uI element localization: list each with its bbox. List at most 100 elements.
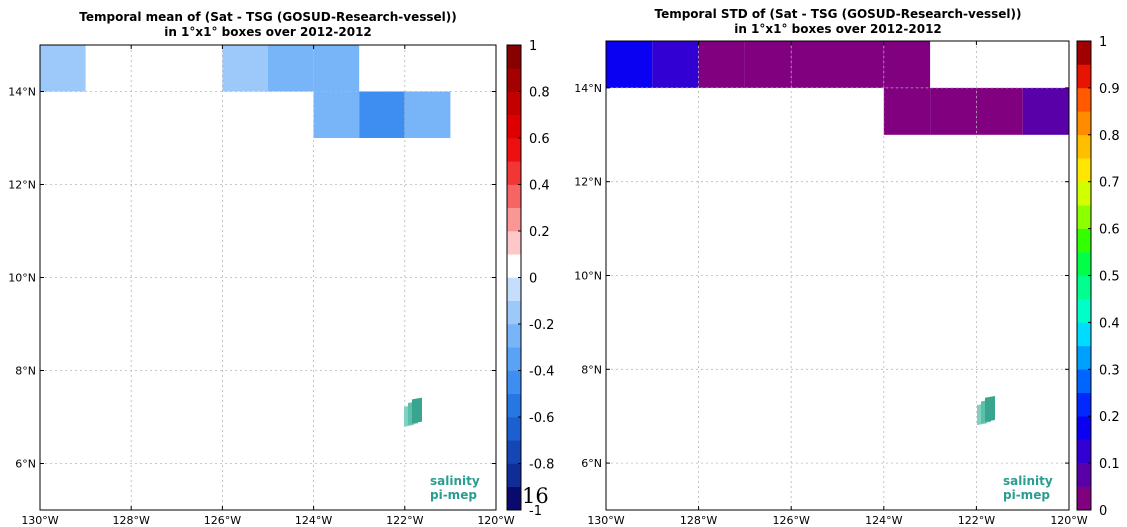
mean-colorbar-tick-label: 0.4 <box>529 179 550 194</box>
mean-heatmap-cell <box>359 91 405 138</box>
logo-text-pi-mep: pi-mep <box>430 488 477 502</box>
mean-heatmap-cell <box>313 45 360 92</box>
logo-text-salinity: salinity <box>430 474 480 488</box>
mean-colorbar-segment <box>507 45 521 69</box>
page-number: 16 <box>522 484 549 508</box>
mean-x-tick-label: 128°W <box>113 514 150 527</box>
std-colorbar-segment <box>1077 369 1091 394</box>
std-colorbar-segment <box>1077 205 1091 229</box>
std-colorbar-segment <box>1077 87 1091 112</box>
std-heatmap-cell <box>744 41 792 88</box>
mean-colorbar-tick-label: 0.8 <box>529 86 550 101</box>
mean-x-tick-label: 124°W <box>295 514 332 527</box>
std-heatmap-cell <box>883 41 931 88</box>
std-colorbar-segment <box>1077 252 1091 276</box>
mean-y-tick-label: 6°N <box>15 458 36 471</box>
mean-colorbar-segment <box>507 486 521 511</box>
mean-colorbar-tick-label: 0 <box>529 272 537 287</box>
mean-colorbar-segment <box>507 207 521 232</box>
std-colorbar-segment <box>1077 463 1091 487</box>
mean-heatmap-cell <box>313 91 360 138</box>
std-heatmap-cell <box>606 41 653 88</box>
std-y-tick-label: 8°N <box>581 363 602 376</box>
std-colorbar-segment <box>1077 134 1091 159</box>
mean-colorbar-tick-label: 0.2 <box>529 225 550 240</box>
std-x-tick-label: 124°W <box>865 514 902 527</box>
std-y-tick-label: 14°N <box>574 82 602 95</box>
mean-y-tick-label: 10°N <box>8 272 36 285</box>
std-heatmap-cell <box>883 87 931 135</box>
std-heatmap-cell <box>652 41 699 88</box>
std-colorbar-segment <box>1077 275 1091 300</box>
std-map-title-line-2: in 1°x1° boxes over 2012-2012 <box>734 22 942 36</box>
std-map-title-line-1: Temporal STD of (Sat - TSG (GOSUD-Resear… <box>654 7 1022 21</box>
std-colorbar-segment <box>1077 228 1091 253</box>
mean-colorbar-segment <box>507 324 521 348</box>
std-x-tick-label: 120°W <box>1050 514 1087 527</box>
std-colorbar-tick-label: 0.2 <box>1099 410 1120 425</box>
std-colorbar-segment <box>1077 41 1091 65</box>
mean-colorbar-segment <box>507 161 521 185</box>
mean-colorbar-segment <box>507 138 521 162</box>
std-heatmap-cell <box>930 87 977 135</box>
std-x-tick-label: 122°W <box>958 514 995 527</box>
mean-colorbar-tick-label: -1 <box>529 504 542 519</box>
std-heatmap-cell <box>976 87 1023 135</box>
std-colorbar-segment <box>1077 111 1091 136</box>
std-y-tick-label: 6°N <box>581 457 602 470</box>
std-colorbar-segment <box>1077 181 1091 206</box>
mean-colorbar-segment <box>507 184 521 209</box>
mean-x-tick-label: 120°W <box>477 514 514 527</box>
mean-heatmap-cell <box>404 91 451 138</box>
std-colorbar-segment <box>1077 158 1091 182</box>
mean-colorbar-segment <box>507 277 521 302</box>
std-colorbar-tick-label: 0.6 <box>1099 223 1120 238</box>
mean-heatmap-cell <box>40 45 86 92</box>
logo-text-salinity: salinity <box>1003 474 1053 488</box>
std-colorbar-tick-label: 1 <box>1099 35 1107 50</box>
mean-colorbar-tick-label: 0.6 <box>529 132 550 147</box>
std-heatmap-cell <box>837 41 884 88</box>
std-heatmap-cell <box>1022 87 1069 135</box>
mean-colorbar-segment <box>507 347 521 371</box>
std-x-tick-label: 128°W <box>680 514 717 527</box>
mean-x-tick-label: 122°W <box>386 514 423 527</box>
mean-colorbar-tick-label: 1 <box>529 39 537 54</box>
std-colorbar-tick-label: 0.5 <box>1099 270 1120 285</box>
mean-colorbar-tick-label: -0.2 <box>529 318 554 333</box>
mean-colorbar-segment <box>507 254 521 278</box>
mean-colorbar-segment <box>507 68 521 92</box>
std-x-tick-label: 130°W <box>587 514 624 527</box>
mean-colorbar-segment <box>507 114 521 139</box>
std-colorbar-tick-label: 0.8 <box>1099 129 1120 144</box>
logo-wave-shape <box>412 397 422 424</box>
std-y-tick-label: 10°N <box>574 270 602 283</box>
std-colorbar-tick-label: 0 <box>1099 504 1107 519</box>
mean-map-title-line-2: in 1°x1° boxes over 2012-2012 <box>164 25 372 39</box>
mean-colorbar-segment <box>507 231 521 255</box>
mean-heatmap-cell <box>268 45 314 92</box>
std-y-tick-label: 12°N <box>574 176 602 189</box>
mean-map-panel: Temporal mean of (Sat - TSG (GOSUD-Resea… <box>0 0 560 527</box>
std-heatmap-cell <box>791 41 838 88</box>
mean-colorbar-segment <box>507 463 521 488</box>
std-heatmap-cell <box>698 41 745 88</box>
mean-map-chart: 130°W 128°W 126°W 124°W 122°W 120°W 6°N 8°N 10°N… <box>8 39 554 527</box>
logo-wave-shape <box>985 396 995 422</box>
std-colorbar-segment <box>1077 486 1091 511</box>
std-colorbar-segment <box>1077 345 1091 370</box>
mean-colorbar-tick-label: -0.8 <box>529 458 554 473</box>
std-colorbar-segment <box>1077 439 1091 464</box>
std-colorbar-tick-label: 0.7 <box>1099 176 1120 191</box>
mean-colorbar-tick-label: -0.6 <box>529 411 554 426</box>
mean-colorbar-segment <box>507 300 521 325</box>
std-colorbar-segment <box>1077 322 1091 347</box>
std-map-chart: 130°W 128°W 126°W 124°W 122°W 120°W 6°N 8°N 10°N… <box>574 35 1120 527</box>
logo-text-pi-mep: pi-mep <box>1003 488 1050 502</box>
mean-heatmap-cell <box>222 45 268 92</box>
std-colorbar-tick-label: 0.4 <box>1099 316 1120 331</box>
mean-map-title: Temporal mean of (Sat - TSG (GOSUD-Resea… <box>40 10 496 40</box>
mean-colorbar-segment <box>507 91 521 116</box>
